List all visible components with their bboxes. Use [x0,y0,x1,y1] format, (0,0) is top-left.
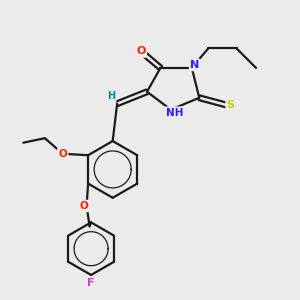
Text: NH: NH [166,108,183,118]
Text: N: N [190,60,200,70]
Text: O: O [136,46,146,56]
Text: O: O [58,149,67,159]
Text: S: S [226,100,235,110]
Text: F: F [87,278,95,288]
Text: H: H [107,91,115,101]
Text: O: O [79,201,88,211]
